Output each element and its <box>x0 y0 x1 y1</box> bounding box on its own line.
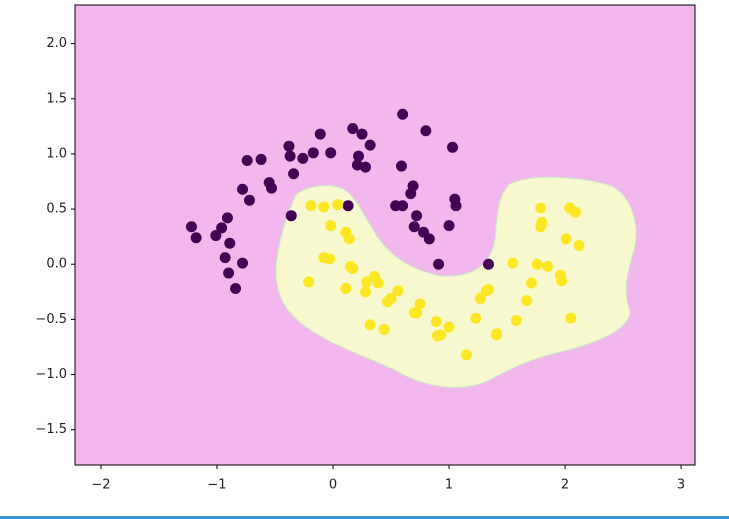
point <box>347 263 359 275</box>
point <box>216 222 228 234</box>
point <box>414 298 426 310</box>
point <box>435 329 447 341</box>
point <box>535 221 547 233</box>
point <box>525 277 537 289</box>
point <box>507 257 519 269</box>
point <box>364 319 376 331</box>
point <box>364 139 376 151</box>
y-tick-label: 0.0 <box>46 257 67 272</box>
point <box>283 140 295 152</box>
point <box>342 200 354 212</box>
point <box>450 200 462 212</box>
point <box>433 258 445 270</box>
point <box>443 220 455 232</box>
point <box>353 150 365 162</box>
point <box>565 312 577 324</box>
point <box>325 147 337 159</box>
x-tick-label: −2 <box>91 478 110 493</box>
point <box>382 296 394 308</box>
point <box>411 307 423 319</box>
point <box>288 168 300 180</box>
point <box>356 128 368 140</box>
x-tick-label: 0 <box>329 478 337 493</box>
plot-frame <box>74 4 696 466</box>
point <box>372 277 384 289</box>
point <box>411 210 423 222</box>
point <box>223 267 235 279</box>
point <box>560 233 572 245</box>
point <box>318 201 330 213</box>
point <box>443 321 455 333</box>
y-tick-label: −1.5 <box>35 422 67 437</box>
point <box>521 295 533 307</box>
y-tick-label: 1.5 <box>46 91 67 106</box>
point <box>397 200 409 212</box>
window-border <box>0 516 729 519</box>
point <box>510 314 522 326</box>
y-tick-label: −1.0 <box>35 367 67 382</box>
point <box>219 252 231 264</box>
point <box>397 108 409 120</box>
point <box>255 153 267 165</box>
point <box>360 286 372 298</box>
point <box>430 316 442 328</box>
point <box>531 258 543 270</box>
point <box>343 233 355 245</box>
point <box>340 283 352 295</box>
point <box>570 206 582 218</box>
point <box>392 285 404 297</box>
point <box>314 128 326 140</box>
point <box>447 141 459 153</box>
point <box>303 276 315 288</box>
point <box>491 328 503 340</box>
point <box>542 260 554 272</box>
x-tick-label: 2 <box>561 478 569 493</box>
point <box>408 221 420 233</box>
point <box>395 160 407 172</box>
point <box>474 292 486 304</box>
point <box>482 258 494 270</box>
point <box>241 155 253 167</box>
x-tick-label: 3 <box>677 478 685 493</box>
point <box>237 183 249 195</box>
point <box>325 220 337 232</box>
point <box>210 230 222 242</box>
point <box>266 182 278 194</box>
point <box>420 125 432 137</box>
point <box>482 284 494 296</box>
point <box>243 194 255 206</box>
point <box>378 323 390 335</box>
point <box>423 233 435 245</box>
y-tick-label: 1.0 <box>46 146 67 161</box>
point <box>332 199 344 211</box>
point <box>305 200 317 212</box>
point <box>297 152 309 164</box>
point <box>556 275 568 287</box>
point <box>470 312 482 324</box>
point <box>237 257 249 269</box>
point <box>221 212 233 224</box>
point <box>360 161 372 173</box>
point <box>405 188 417 200</box>
point <box>361 276 373 288</box>
point <box>324 253 336 265</box>
point <box>347 123 359 135</box>
x-tick-label: −1 <box>207 478 226 493</box>
point <box>190 232 202 244</box>
point <box>460 349 472 361</box>
point <box>230 283 242 295</box>
x-tick-label: 1 <box>445 478 453 493</box>
point <box>284 150 296 162</box>
point <box>535 202 547 214</box>
point <box>307 147 319 159</box>
y-tick-label: 2.0 <box>46 36 67 51</box>
y-tick-label: 0.5 <box>46 202 67 217</box>
decision-region <box>275 176 637 388</box>
y-tick-label: −0.5 <box>35 312 67 327</box>
point <box>573 239 585 251</box>
point <box>285 210 297 222</box>
point <box>185 221 197 233</box>
point <box>224 237 236 249</box>
